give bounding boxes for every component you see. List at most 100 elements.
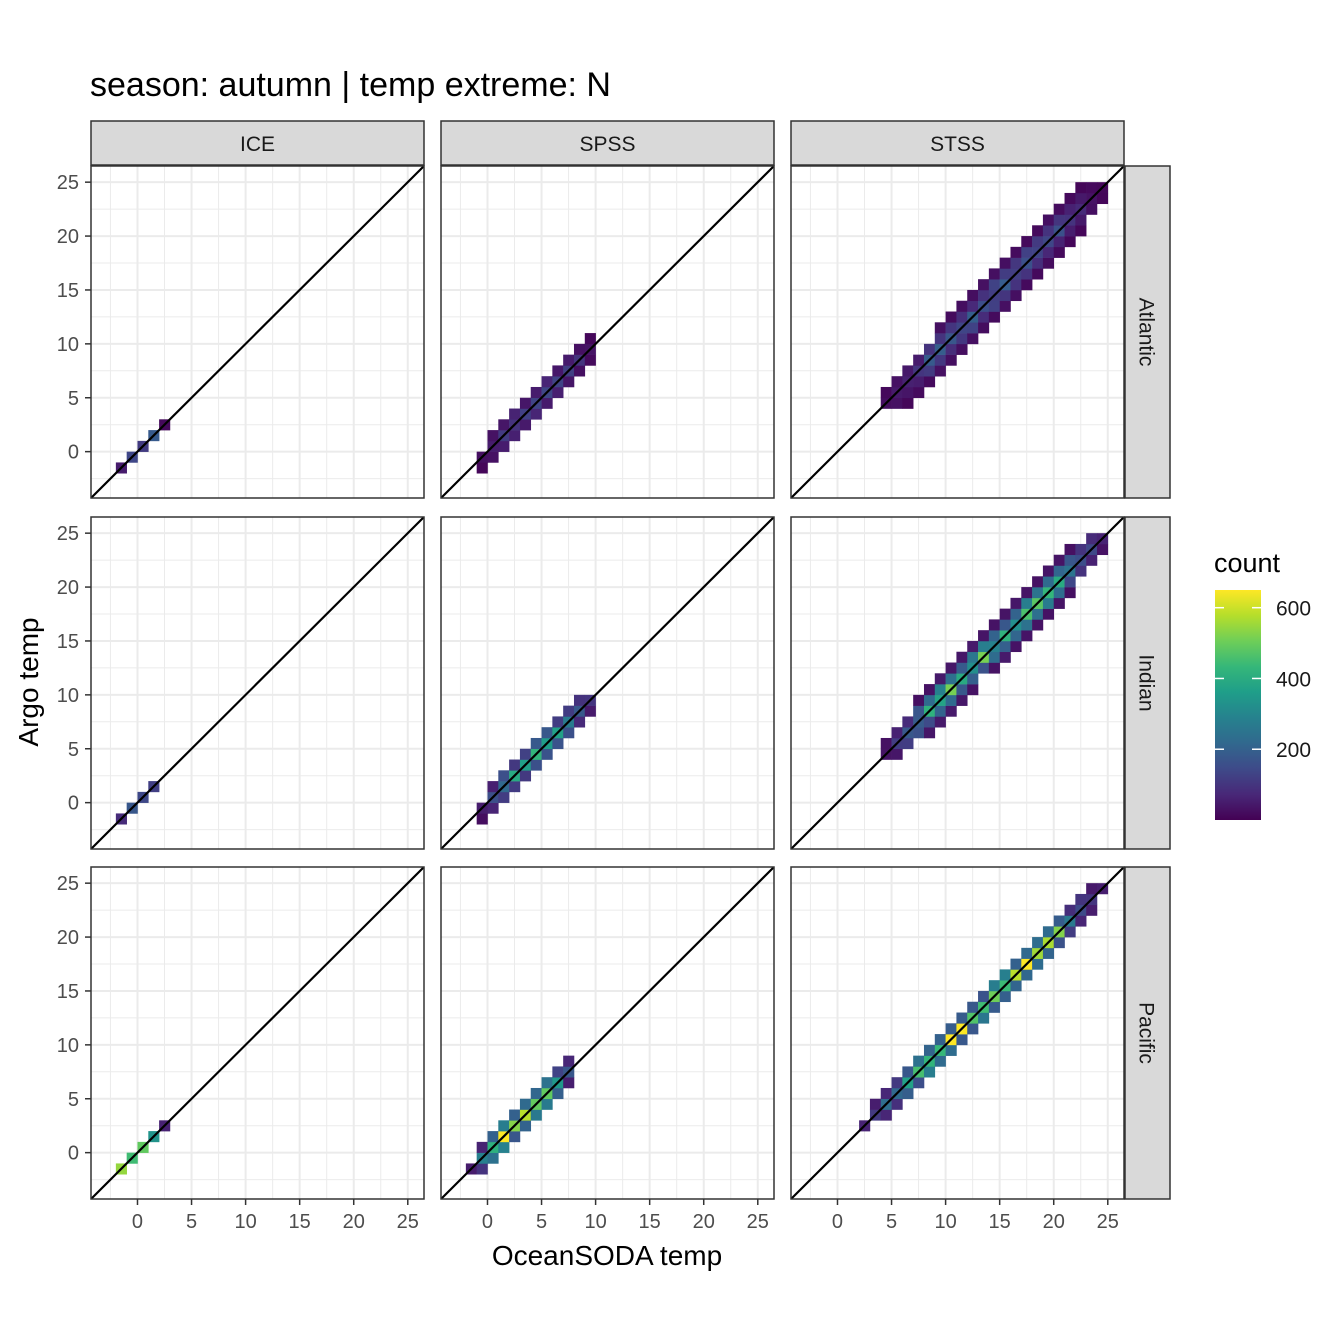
heatmap-bin xyxy=(1042,597,1055,609)
heatmap-bin xyxy=(498,791,510,803)
heatmap-bin xyxy=(869,1098,882,1110)
heatmap-bin xyxy=(541,1077,553,1089)
column-strip xyxy=(790,120,1125,166)
heatmap-bin xyxy=(978,640,990,653)
heatmap-bin xyxy=(934,705,946,717)
heatmap-bin xyxy=(519,1098,532,1110)
heatmap-bin xyxy=(1010,640,1022,653)
heatmap-bin xyxy=(1053,937,1065,949)
heatmap-bin xyxy=(487,430,499,442)
column-strip-label: STSS xyxy=(930,133,985,156)
x-tick-label: 25 xyxy=(747,1211,769,1233)
heatmap-bin xyxy=(945,343,957,355)
heatmap-bin xyxy=(880,1109,892,1121)
legend-ticks: 200 400 600 xyxy=(1215,598,1311,762)
heatmap-bin xyxy=(913,354,925,366)
y-tick-label: 10 xyxy=(57,1035,79,1057)
heatmap-bin xyxy=(1010,289,1022,302)
heatmap-bin xyxy=(967,333,979,345)
heatmap-bin xyxy=(967,300,979,312)
y-tick-label: 15 xyxy=(57,631,79,653)
heatmap-bin xyxy=(1021,969,1033,981)
heatmap-bin xyxy=(956,694,968,706)
heatmap-bin xyxy=(1075,893,1087,906)
heatmap-bin xyxy=(1086,533,1098,545)
heatmap-bin xyxy=(967,640,979,653)
heatmap-bin xyxy=(552,716,564,728)
heatmap-bin xyxy=(487,1152,499,1164)
heatmap-bin xyxy=(573,343,586,355)
heatmap-bin xyxy=(498,770,510,782)
heatmap-bin xyxy=(1032,619,1044,631)
heatmap-bin xyxy=(978,311,990,323)
heatmap-bin xyxy=(1075,192,1087,205)
heatmap-bin xyxy=(563,1077,575,1089)
heatmap-bin xyxy=(1064,203,1076,215)
x-tick-label: 25 xyxy=(1097,1211,1119,1233)
heatmap-bin xyxy=(519,748,532,760)
heatmap-bin xyxy=(891,397,903,409)
heatmap-bin xyxy=(956,662,968,674)
heatmap-bin xyxy=(487,781,499,793)
heatmap-bin xyxy=(530,759,542,771)
panel-border xyxy=(790,516,1125,850)
heatmap-bin xyxy=(988,980,1000,992)
heatmap-bin xyxy=(999,640,1011,653)
heatmap-bin xyxy=(584,354,596,366)
x-tick-label: 5 xyxy=(536,1211,547,1233)
heatmap-bin xyxy=(509,1109,521,1121)
x-tick-label: 15 xyxy=(989,1211,1011,1233)
heatmap-bin xyxy=(978,630,990,642)
row-strip-label: Atlantic xyxy=(1135,298,1158,367)
heatmap-bin xyxy=(1021,947,1033,959)
heatmap-bin xyxy=(880,737,892,750)
y-tick-label: 0 xyxy=(68,1143,79,1165)
heatmap-bin xyxy=(945,705,957,717)
heatmap-bin xyxy=(988,619,1000,631)
heatmap-bin xyxy=(934,716,946,728)
heatmap-bin xyxy=(584,705,596,717)
heatmap-bin xyxy=(1064,192,1076,205)
color-legend: count 200 400 600 xyxy=(1214,548,1311,820)
heatmap-bin xyxy=(1032,268,1044,280)
heatmap-bin xyxy=(487,802,499,814)
heatmap-bin xyxy=(1064,576,1076,588)
heatmap-bin xyxy=(1053,587,1065,599)
heatmap-bin xyxy=(1010,279,1022,291)
heatmap-bin xyxy=(1021,279,1033,291)
heatmap-bin xyxy=(1053,203,1065,215)
heatmap-bin xyxy=(1064,543,1076,556)
heatmap-bin xyxy=(1086,904,1098,916)
heatmap-bin xyxy=(923,365,936,377)
heatmap-bin xyxy=(934,333,946,345)
heatmap-bin xyxy=(498,1141,510,1153)
heatmap-bin xyxy=(978,990,990,1003)
heatmap-bin xyxy=(541,397,553,409)
heatmap-bin xyxy=(956,1012,968,1024)
heatmap-bin xyxy=(1064,236,1076,248)
heatmap-bin xyxy=(519,397,532,409)
heatmap-bin xyxy=(902,737,914,750)
y-tick-label: 15 xyxy=(57,981,79,1003)
heatmap-bin xyxy=(552,1066,564,1078)
heatmap-bin xyxy=(934,354,946,366)
facet-panel: Indian xyxy=(790,516,1171,850)
y-tick-label: 15 xyxy=(57,280,79,302)
heatmap-bin xyxy=(956,651,968,663)
heatmap-bin xyxy=(934,1034,946,1046)
heatmap-bin xyxy=(988,268,1000,280)
heatmap-bin xyxy=(967,289,979,302)
heatmap-bin xyxy=(509,408,521,420)
heatmap-bin xyxy=(541,727,553,739)
heatmap-bin xyxy=(999,969,1011,981)
heatmap-bin xyxy=(945,311,957,323)
legend-tick-label: 200 xyxy=(1276,739,1311,762)
y-tick-label: 20 xyxy=(57,577,79,599)
heatmap-bin xyxy=(1064,554,1076,566)
heatmap-bin xyxy=(999,268,1011,280)
heatmap-bin xyxy=(923,727,936,739)
y-tick-label: 5 xyxy=(68,1089,79,1111)
heatmap-bin xyxy=(1042,947,1055,959)
heatmap-bin xyxy=(1021,597,1033,609)
